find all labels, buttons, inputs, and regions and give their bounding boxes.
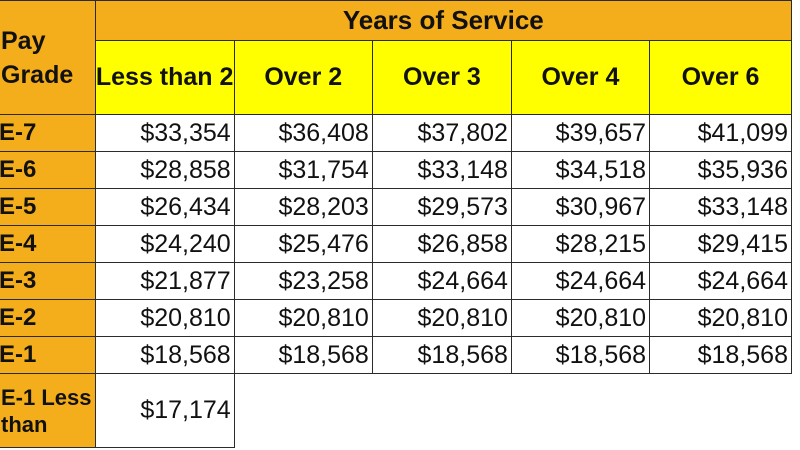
grade-cell: E-7 xyxy=(0,114,96,152)
column-header-less-than-2: Less than 2 xyxy=(94,40,235,115)
pay-cell: $28,858 xyxy=(94,151,235,189)
pay-cell: $37,802 xyxy=(371,114,512,152)
pay-cell: $39,657 xyxy=(510,114,651,152)
grade-cell: E-2 xyxy=(0,299,96,337)
table-row: E-6 $28,858 $31,754 $33,148 $34,518 $35,… xyxy=(0,151,792,189)
pay-cell: $28,203 xyxy=(233,188,373,226)
pay-cell: $17,174 xyxy=(94,373,235,448)
pay-cell: $20,810 xyxy=(233,299,373,337)
pay-cell: $26,858 xyxy=(371,225,512,263)
pay-cell: $25,476 xyxy=(233,225,373,263)
grade-cell: E-6 xyxy=(0,151,96,189)
pay-cell: $20,810 xyxy=(649,299,792,337)
pay-cell: $18,568 xyxy=(233,336,373,374)
empty-area xyxy=(234,373,792,448)
table-row: E-4 $24,240 $25,476 $26,858 $28,215 $29,… xyxy=(0,225,792,263)
column-header-over-2: Over 2 xyxy=(233,40,373,115)
grade-cell: E-4 xyxy=(0,225,96,263)
pay-cell: $41,099 xyxy=(649,114,792,152)
grade-cell: E-1 xyxy=(0,336,96,374)
column-header-over-3: Over 3 xyxy=(371,40,512,115)
pay-cell: $20,810 xyxy=(371,299,512,337)
pay-cell: $33,148 xyxy=(649,188,792,226)
pay-cell: $18,568 xyxy=(649,336,792,374)
table-row: E-3 $21,877 $23,258 $24,664 $24,664 $24,… xyxy=(0,262,792,300)
grade-cell-e1-less-than: E-1 Less than xyxy=(0,373,96,448)
grade-cell: E-5 xyxy=(0,188,96,226)
pay-cell: $20,810 xyxy=(94,299,235,337)
table-row: E-1 Less than $17,174 xyxy=(0,373,792,448)
pay-cell: $24,664 xyxy=(510,262,651,300)
pay-cell: $20,810 xyxy=(510,299,651,337)
pay-cell: $23,258 xyxy=(233,262,373,300)
pay-cell: $18,568 xyxy=(371,336,512,374)
pay-cell: $26,434 xyxy=(94,188,235,226)
pay-cell: $24,664 xyxy=(371,262,512,300)
pay-cell: $24,240 xyxy=(94,225,235,263)
pay-cell: $21,877 xyxy=(94,262,235,300)
pay-grade-header: Pay Grade xyxy=(0,0,96,115)
pay-cell: $34,518 xyxy=(510,151,651,189)
pay-cell: $36,408 xyxy=(233,114,373,152)
years-of-service-header: Years of Service xyxy=(94,0,793,41)
table-row: E-5 $26,434 $28,203 $29,573 $30,967 $33,… xyxy=(0,188,792,226)
pay-cell: $31,754 xyxy=(233,151,373,189)
pay-cell: $33,354 xyxy=(94,114,235,152)
table-row: E-1 $18,568 $18,568 $18,568 $18,568 $18,… xyxy=(0,336,792,374)
column-header-over-6: Over 6 xyxy=(649,40,792,115)
pay-cell: $28,215 xyxy=(510,225,651,263)
table-row: E-2 $20,810 $20,810 $20,810 $20,810 $20,… xyxy=(0,299,792,337)
grade-cell: E-3 xyxy=(0,262,96,300)
pay-cell: $24,664 xyxy=(649,262,792,300)
pay-cell: $33,148 xyxy=(371,151,512,189)
pay-cell: $29,573 xyxy=(371,188,512,226)
pay-cell: $30,967 xyxy=(510,188,651,226)
pay-cell: $35,936 xyxy=(649,151,792,189)
pay-cell: $18,568 xyxy=(510,336,651,374)
column-header-over-4: Over 4 xyxy=(510,40,651,115)
pay-cell: $29,415 xyxy=(649,225,792,263)
table-row: E-7 $33,354 $36,408 $37,802 $39,657 $41,… xyxy=(0,114,792,152)
pay-cell: $18,568 xyxy=(94,336,235,374)
